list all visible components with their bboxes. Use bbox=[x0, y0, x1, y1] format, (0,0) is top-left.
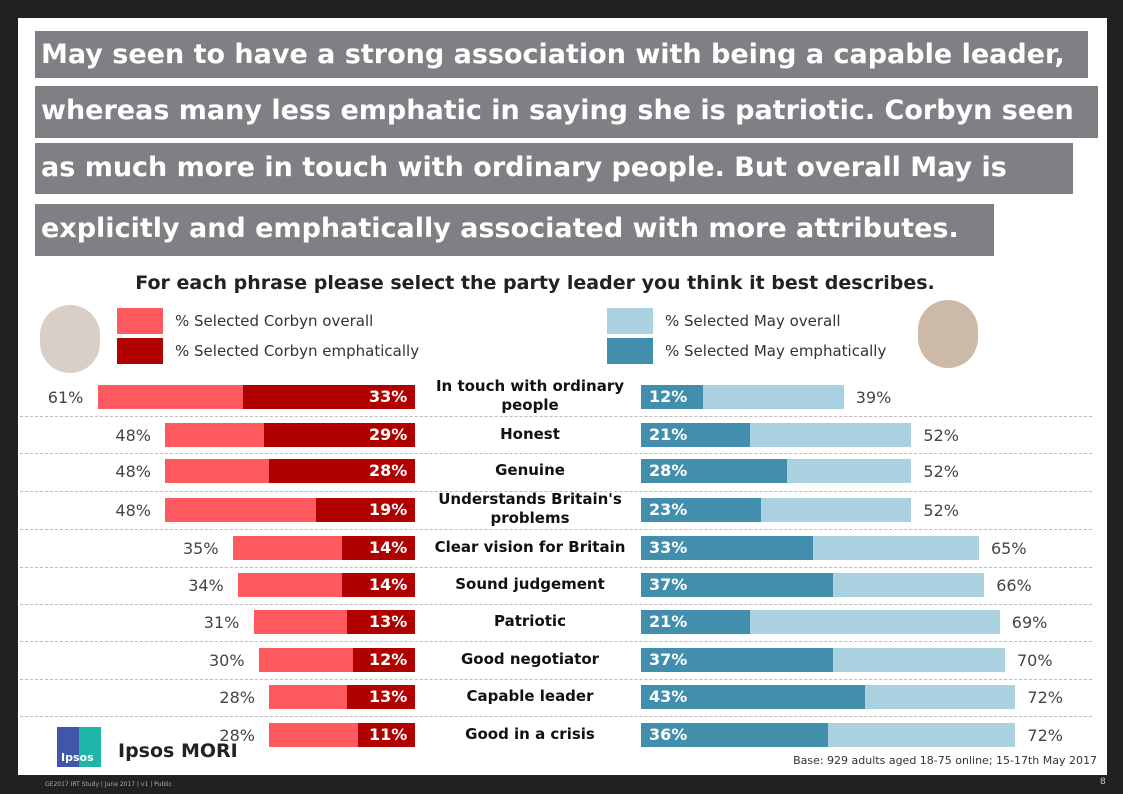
row-separator bbox=[20, 716, 1092, 717]
footer-text: GE2017 IRT Study | June 2017 | v1 | Publ… bbox=[45, 781, 172, 788]
label-corbyn-overall: 48% bbox=[115, 501, 151, 520]
bar-corbyn-emphatic bbox=[243, 385, 415, 409]
bar-may-emphatic bbox=[641, 459, 787, 483]
label-may-overall: 65% bbox=[991, 539, 1027, 558]
row-separator bbox=[20, 566, 1092, 568]
bar-corbyn-emphatic bbox=[269, 459, 415, 483]
category-label: Good negotiator bbox=[460, 650, 600, 668]
corbyn-photo bbox=[40, 305, 100, 373]
label-corbyn-emphatic: 29% bbox=[369, 425, 408, 444]
label-corbyn-overall: 30% bbox=[209, 651, 245, 670]
label-corbyn-overall: 31% bbox=[203, 613, 240, 632]
row-separator bbox=[20, 641, 1092, 642]
headline-line-3: as much more in touch with ordinary peop… bbox=[35, 143, 1073, 194]
row-separator bbox=[20, 678, 1092, 680]
row-separator bbox=[20, 416, 1092, 417]
legend-corbyn-overall: % Selected Corbyn overall bbox=[117, 308, 373, 334]
label-may-overall: 39% bbox=[855, 388, 892, 407]
bar-corbyn-emphatic bbox=[352, 648, 415, 672]
bar-may-emphatic bbox=[641, 423, 751, 447]
label-may-overall: 70% bbox=[1017, 651, 1053, 670]
bar-may-emphatic bbox=[641, 498, 761, 522]
label-corbyn-overall: 48% bbox=[115, 426, 151, 445]
headline-line-1: May seen to have a strong association wi… bbox=[35, 31, 1088, 78]
bar-corbyn-emphatic bbox=[342, 536, 415, 560]
bar-may-emphatic bbox=[641, 536, 813, 560]
legend-may-overall: % Selected May overall bbox=[607, 308, 841, 334]
label-corbyn-emphatic: 11% bbox=[369, 725, 408, 744]
bar-may-emphatic bbox=[641, 685, 865, 709]
label-corbyn-emphatic: 14% bbox=[369, 575, 408, 594]
legend-may-emphatic: % Selected May emphatically bbox=[607, 338, 886, 364]
label-may-emphatic: 37% bbox=[649, 650, 688, 669]
category-label: Honest bbox=[500, 425, 560, 443]
row-separator bbox=[20, 529, 1092, 530]
page-number: 8 bbox=[1100, 777, 1106, 787]
bar-corbyn-emphatic bbox=[342, 573, 415, 597]
category-label: Capable leader bbox=[466, 687, 594, 705]
label-corbyn-emphatic: 13% bbox=[369, 687, 408, 706]
label-corbyn-overall: 28% bbox=[219, 688, 255, 707]
label-may-emphatic: 37% bbox=[649, 575, 688, 594]
label-corbyn-overall: 35% bbox=[183, 539, 219, 558]
may-photo bbox=[918, 300, 978, 368]
base-note: Base: 929 adults aged 18-75 online; 15-1… bbox=[793, 754, 1097, 767]
ipsos-logo: Ipsos bbox=[57, 727, 101, 767]
question-text: For each phrase please select the party … bbox=[135, 272, 935, 294]
headline-line-2: whereas many less emphatic in saying she… bbox=[35, 86, 1098, 138]
label-may-emphatic: 21% bbox=[649, 612, 688, 631]
row-separator bbox=[20, 603, 1092, 605]
label-may-emphatic: 12% bbox=[649, 387, 688, 406]
category-label: Clear vision for Britain bbox=[434, 538, 626, 556]
label-may-emphatic: 23% bbox=[649, 500, 688, 519]
label-corbyn-emphatic: 12% bbox=[369, 650, 408, 669]
label-may-emphatic: 28% bbox=[649, 461, 688, 480]
ipsos-mori-name: Ipsos MORI bbox=[118, 740, 238, 762]
bar-corbyn-emphatic bbox=[347, 685, 415, 709]
category-label: Sound judgement bbox=[455, 575, 605, 593]
label-corbyn-emphatic: 13% bbox=[369, 612, 408, 631]
label-corbyn-overall: 61% bbox=[47, 388, 84, 407]
bar-may-emphatic bbox=[641, 648, 834, 672]
row-separator bbox=[20, 453, 1092, 454]
category-label: Patriotic bbox=[494, 612, 566, 630]
bar-may-emphatic bbox=[641, 610, 751, 634]
bar-may-emphatic bbox=[641, 573, 834, 597]
legend-corbyn-emphatic: % Selected Corbyn emphatically bbox=[117, 338, 419, 364]
category-label: Good in a crisis bbox=[465, 725, 595, 743]
bar-may-emphatic bbox=[641, 385, 704, 409]
label-may-overall: 52% bbox=[923, 426, 959, 445]
bar-corbyn-emphatic bbox=[316, 498, 415, 522]
bar-corbyn-emphatic bbox=[347, 610, 415, 634]
category-label: Genuine bbox=[495, 461, 565, 479]
bar-corbyn-emphatic bbox=[264, 423, 415, 447]
label-may-emphatic: 36% bbox=[649, 725, 688, 744]
label-corbyn-emphatic: 19% bbox=[369, 500, 408, 519]
bar-may-emphatic bbox=[641, 723, 829, 747]
label-may-emphatic: 21% bbox=[649, 425, 688, 444]
bar-corbyn-emphatic bbox=[357, 723, 415, 747]
label-corbyn-overall: 48% bbox=[115, 462, 151, 481]
label-corbyn-overall: 34% bbox=[188, 576, 224, 595]
label-may-overall: 52% bbox=[923, 501, 959, 520]
label-corbyn-emphatic: 28% bbox=[369, 461, 408, 480]
label-may-overall: 72% bbox=[1027, 688, 1063, 707]
category-label: Understands Britain's problems bbox=[438, 490, 622, 527]
headline-line-4: explicitly and emphatically associated w… bbox=[35, 204, 994, 256]
label-corbyn-emphatic: 14% bbox=[369, 538, 408, 557]
label-may-overall: 52% bbox=[923, 462, 959, 481]
label-may-overall: 72% bbox=[1027, 726, 1063, 745]
label-may-overall: 69% bbox=[1011, 613, 1048, 632]
label-may-emphatic: 43% bbox=[649, 687, 688, 706]
label-may-emphatic: 33% bbox=[649, 538, 688, 557]
category-label: In touch with ordinary people bbox=[435, 377, 625, 414]
row-separator bbox=[20, 490, 1092, 492]
label-corbyn-emphatic: 33% bbox=[369, 387, 408, 406]
label-corbyn-overall: 28% bbox=[219, 726, 255, 745]
label-may-overall: 66% bbox=[996, 576, 1032, 595]
